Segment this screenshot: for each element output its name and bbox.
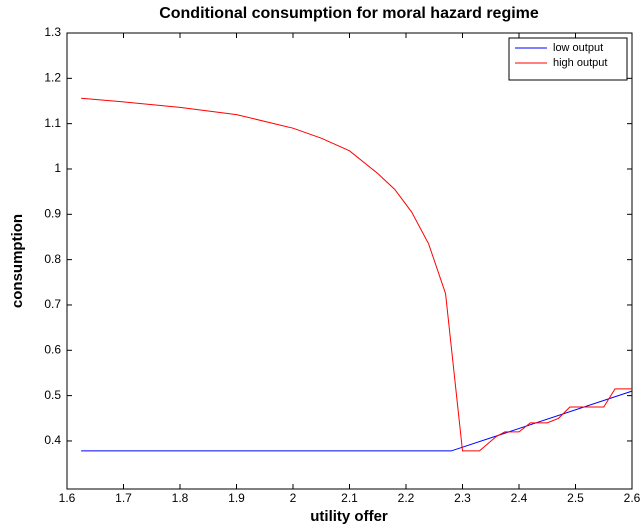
x-tick-label: 1.8 bbox=[172, 491, 189, 505]
y-tick-label: 1.2 bbox=[44, 70, 61, 84]
x-tick-label: 2.1 bbox=[341, 491, 358, 505]
legend-box bbox=[508, 37, 628, 81]
y-tick-label: 0.8 bbox=[44, 252, 61, 266]
x-tick-label: 1.9 bbox=[228, 491, 245, 505]
x-tick-label: 1.6 bbox=[59, 491, 76, 505]
chart-title: Conditional consumption for moral hazard… bbox=[159, 5, 539, 22]
y-tick-label: 0.9 bbox=[44, 206, 61, 220]
x-tick-label: 2.6 bbox=[624, 491, 641, 505]
y-tick-label: 1 bbox=[54, 161, 61, 175]
x-tick-label: 2.4 bbox=[511, 491, 528, 505]
y-tick-label: 0.7 bbox=[44, 297, 61, 311]
y-tick-label: 1.3 bbox=[44, 25, 61, 39]
x-axis-label: utility offer bbox=[310, 508, 388, 525]
y-tick-label: 0.4 bbox=[44, 433, 61, 447]
y-axis-label: consumption bbox=[9, 214, 26, 308]
y-tick-label: 0.6 bbox=[44, 342, 61, 356]
legend-label: high output bbox=[553, 57, 607, 69]
legend-label: low output bbox=[553, 42, 603, 54]
x-tick-label: 1.7 bbox=[115, 491, 132, 505]
x-tick-label: 2.3 bbox=[454, 491, 471, 505]
y-tick-label: 0.5 bbox=[44, 388, 61, 402]
x-tick-label: 2.5 bbox=[567, 491, 584, 505]
line-series bbox=[81, 390, 633, 452]
plot-area bbox=[66, 32, 633, 490]
line-series bbox=[81, 97, 632, 452]
x-tick-label: 2.2 bbox=[398, 491, 415, 505]
x-tick-label: 2 bbox=[290, 491, 297, 505]
y-tick-label: 1.1 bbox=[44, 116, 61, 130]
